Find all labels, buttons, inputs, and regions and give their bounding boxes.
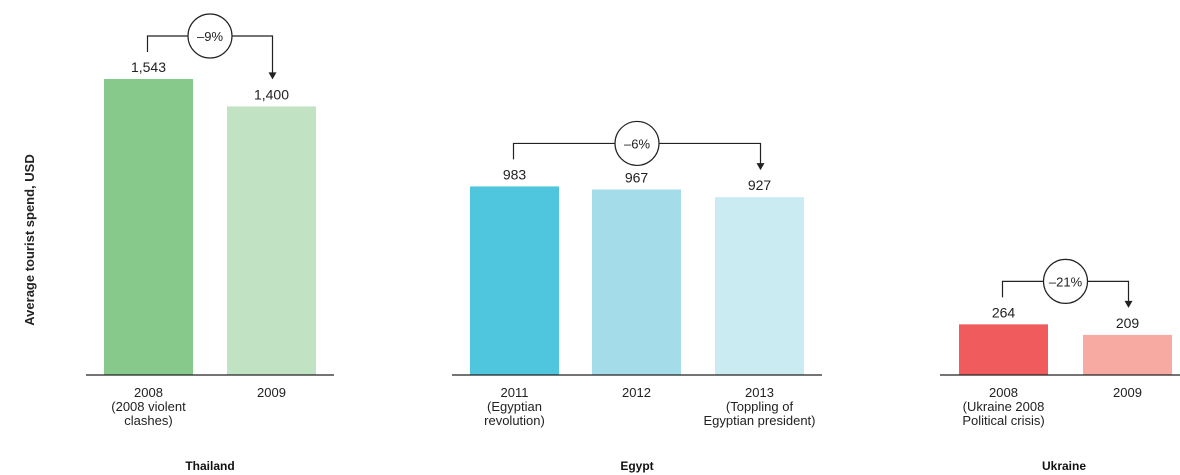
egypt-tick-label-3-line-2: (Toppling of	[726, 399, 794, 414]
egypt-value-label-2: 967	[625, 169, 649, 185]
thailand-change-label: –9%	[197, 29, 223, 44]
ukraine-value-label-2: 209	[1116, 315, 1140, 331]
egypt-tick-label-1-line-3: revolution)	[484, 413, 545, 428]
egypt-value-label-3: 927	[748, 177, 772, 193]
thailand-tick-label-2-line-1: 2009	[257, 385, 286, 400]
thailand-value-label-1: 1,543	[131, 59, 166, 75]
egypt-bar-3	[715, 197, 804, 375]
thailand-change-connector	[146, 35, 274, 74]
y-axis-label: Average tourist spend, USD	[22, 154, 37, 325]
egypt-change-arrowhead	[756, 163, 765, 171]
thailand-tick-label-1-line-2: (2008 violent	[111, 399, 186, 414]
ukraine-change-circle	[1042, 258, 1089, 304]
egypt-change-label: –6%	[624, 136, 650, 151]
ukraine-value-label-1: 264	[992, 304, 1016, 320]
thailand-group-label: Thailand	[185, 459, 234, 473]
thailand-change-arrowhead	[268, 72, 277, 80]
ukraine-group-label: Ukraine	[1042, 459, 1086, 473]
thailand-tick-label-1-line-3: clashes)	[124, 413, 172, 428]
egypt-bar-2	[592, 189, 681, 375]
thailand-bar-2	[227, 106, 316, 375]
egypt-tick-label-1-line-1: 2011	[501, 385, 529, 400]
ukraine-change-arrowhead	[1124, 300, 1133, 308]
ukraine-bar-1	[959, 324, 1048, 375]
ukraine-bar-2	[1083, 334, 1172, 375]
ukraine-change-connector	[1001, 280, 1130, 302]
ukraine-tick-label-1-line-3: Political crisis)	[962, 413, 1044, 428]
thailand-bar-1	[104, 79, 193, 375]
thailand-value-label-2: 1,400	[254, 86, 289, 102]
thailand-change-circle	[187, 13, 233, 59]
egypt-group-label: Egypt	[620, 459, 653, 473]
egypt-bar-1	[470, 186, 559, 375]
ukraine-tick-label-2-line-1: 2009	[1113, 385, 1142, 400]
egypt-tick-label-1-line-2: (Egyptian	[487, 399, 542, 414]
egypt-change-connector	[512, 142, 762, 165]
egypt-tick-label-3-line-3: Egyptian president)	[703, 413, 815, 428]
ukraine-tick-label-1-line-2: (Ukraine 2008	[963, 399, 1045, 414]
ukraine-tick-label-1-line-1: 2008	[989, 385, 1018, 400]
egypt-value-label-1: 983	[503, 166, 527, 182]
egypt-tick-label-2-line-1: 2012	[622, 385, 651, 400]
ukraine-change-label: –21%	[1049, 274, 1083, 289]
egypt-change-circle	[614, 120, 660, 167]
thailand-tick-label-1-line-1: 2008	[134, 385, 163, 400]
egypt-tick-label-3-line-1: 2013	[745, 385, 774, 400]
